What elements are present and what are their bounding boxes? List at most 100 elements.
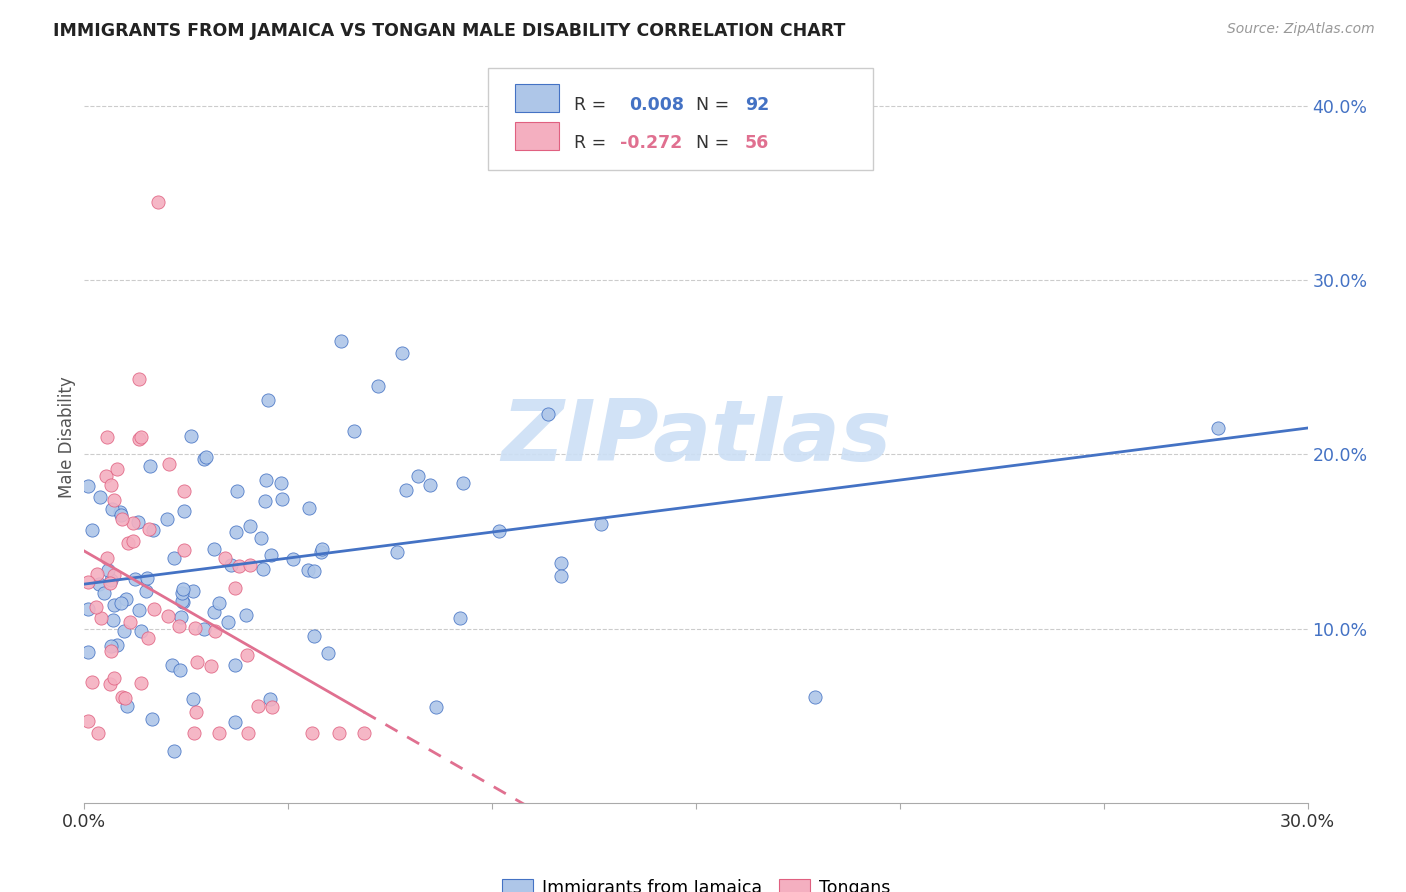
Point <box>224 581 246 595</box>
Point <box>103 493 125 508</box>
Point <box>184 705 207 719</box>
Point <box>225 524 247 539</box>
Point <box>228 559 250 574</box>
Point <box>169 663 191 677</box>
Point <box>77 479 100 493</box>
Point <box>239 558 262 573</box>
Point <box>114 691 136 706</box>
Point <box>131 430 153 444</box>
FancyBboxPatch shape <box>515 84 560 112</box>
Point <box>100 573 122 587</box>
Point <box>225 484 247 499</box>
Point <box>297 563 319 577</box>
Point <box>304 564 326 578</box>
Point <box>260 700 283 714</box>
Point <box>236 648 259 662</box>
Point <box>103 598 125 612</box>
Point <box>328 726 350 740</box>
Point <box>204 624 226 638</box>
Point <box>82 674 104 689</box>
Point <box>143 602 166 616</box>
Point <box>142 523 165 537</box>
Text: 56: 56 <box>745 134 769 152</box>
Point <box>103 671 125 685</box>
Point <box>181 691 204 706</box>
Point <box>180 428 202 442</box>
Point <box>97 562 120 576</box>
Point <box>103 567 125 582</box>
Legend: Immigrants from Jamaica, Tongans: Immigrants from Jamaica, Tongans <box>494 870 898 892</box>
Point <box>77 601 100 615</box>
Point <box>367 379 389 393</box>
Point <box>550 556 572 570</box>
Point <box>193 622 215 636</box>
Point <box>200 659 222 673</box>
Point <box>804 690 827 704</box>
Point <box>395 483 418 497</box>
Point <box>238 726 260 740</box>
Text: R =: R = <box>574 96 612 114</box>
Point <box>246 699 269 714</box>
Point <box>449 611 471 625</box>
Text: 92: 92 <box>745 96 769 114</box>
Point <box>224 657 246 672</box>
Point <box>122 516 145 530</box>
Point <box>170 593 193 607</box>
Point <box>128 603 150 617</box>
Point <box>84 600 107 615</box>
Point <box>172 582 194 596</box>
Point <box>100 643 122 657</box>
FancyBboxPatch shape <box>488 68 873 170</box>
Point <box>193 451 215 466</box>
Point <box>301 726 323 740</box>
Point <box>135 571 157 585</box>
Point <box>163 743 186 757</box>
Text: 0.008: 0.008 <box>628 96 683 114</box>
Point <box>260 548 283 562</box>
Y-axis label: Male Disability: Male Disability <box>58 376 76 498</box>
Point <box>156 512 179 526</box>
Point <box>129 624 152 638</box>
Point <box>253 494 276 508</box>
Point <box>167 619 190 633</box>
Text: R =: R = <box>574 134 612 152</box>
Point <box>146 194 169 209</box>
Point <box>537 407 560 421</box>
Point <box>129 675 152 690</box>
Point <box>105 638 128 652</box>
Point <box>219 558 242 573</box>
Text: -0.272: -0.272 <box>620 134 682 152</box>
Point <box>124 572 146 586</box>
Point <box>451 476 474 491</box>
Point <box>138 522 160 536</box>
Point <box>157 457 180 471</box>
Text: ZIPatlas: ZIPatlas <box>501 395 891 479</box>
Point <box>387 544 409 558</box>
Point <box>86 566 108 581</box>
Point <box>110 596 132 610</box>
Point <box>270 492 292 507</box>
Point <box>90 611 112 625</box>
Point <box>283 551 305 566</box>
Point <box>77 574 100 589</box>
Point <box>202 605 225 619</box>
Text: N =: N = <box>696 96 735 114</box>
Point <box>136 631 159 645</box>
Point <box>96 468 118 483</box>
Point <box>120 615 142 630</box>
Point <box>111 512 134 526</box>
Point <box>77 714 100 729</box>
Point <box>87 726 110 740</box>
Point <box>117 536 139 550</box>
Point <box>186 656 208 670</box>
Point <box>589 517 612 532</box>
Point <box>173 504 195 518</box>
Point <box>128 433 150 447</box>
Point <box>115 698 138 713</box>
Point <box>110 690 132 704</box>
Point <box>252 562 274 576</box>
Point <box>87 577 110 591</box>
Point <box>309 545 332 559</box>
Point <box>98 676 121 690</box>
Point <box>80 523 103 537</box>
